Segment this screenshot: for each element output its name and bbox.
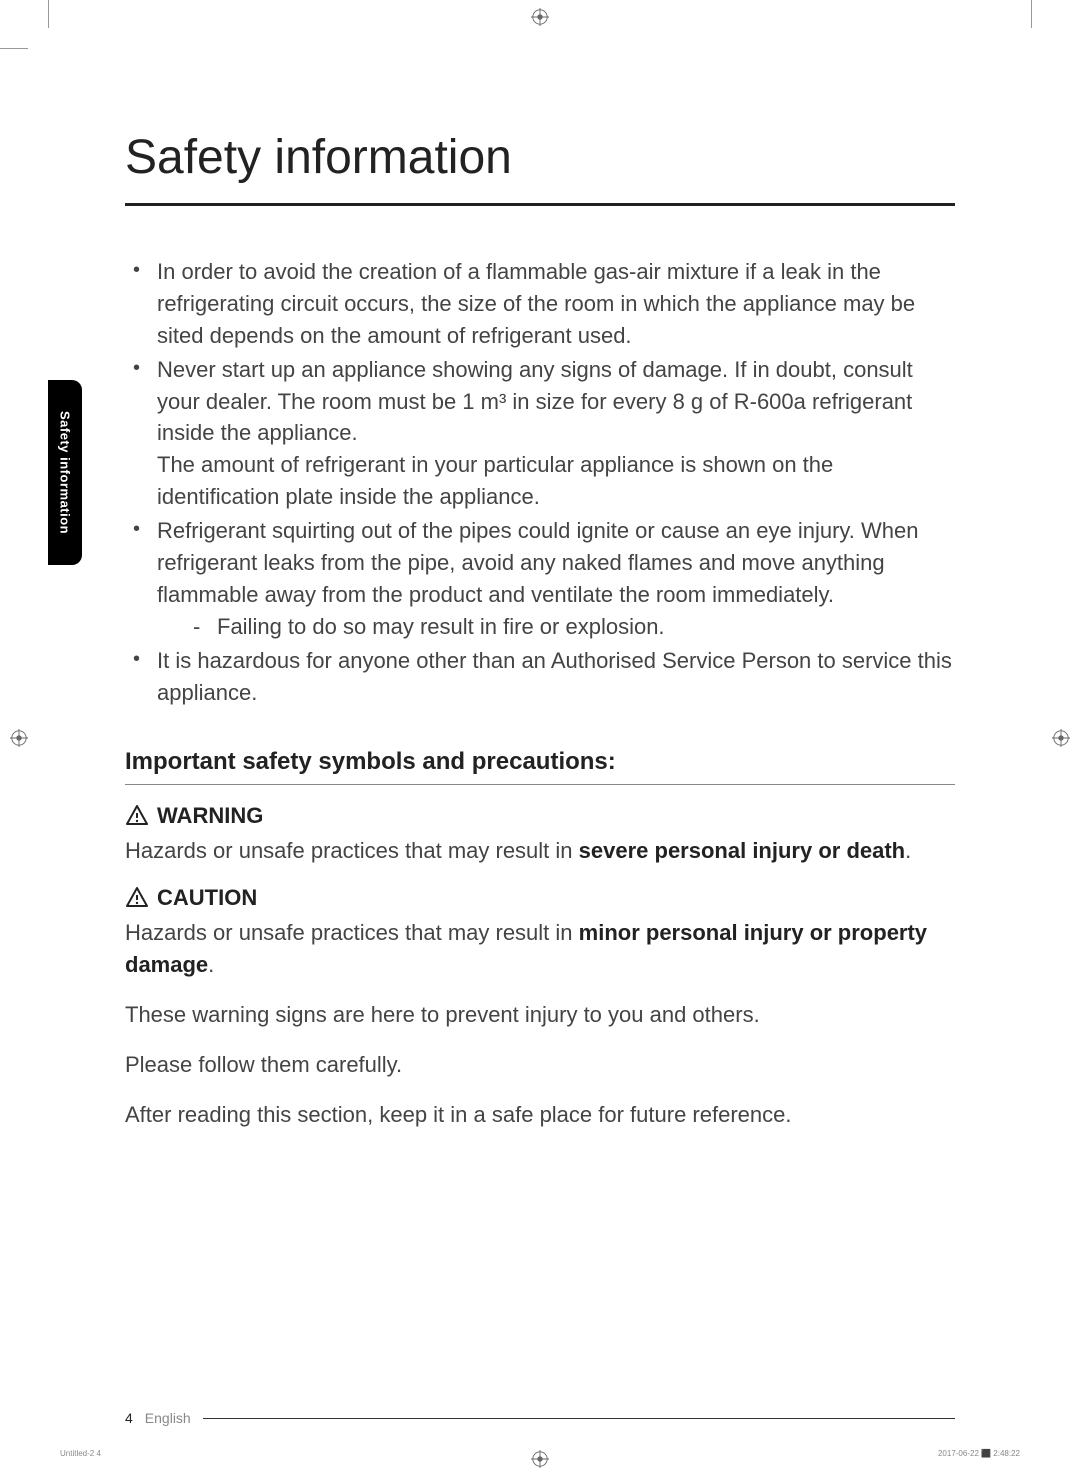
list-item-text: The amount of refrigerant in your partic… [157, 452, 833, 509]
page-number: 4 [125, 1410, 133, 1426]
list-item: Never start up an appliance showing any … [125, 354, 955, 513]
caution-label: CAUTION [157, 885, 257, 911]
caution-description: Hazards or unsafe practices that may res… [125, 917, 955, 981]
followup-text: After reading this section, keep it in a… [125, 1099, 955, 1131]
sub-list-item: Failing to do so may result in fire or e… [157, 611, 955, 643]
footer-meta-right: 2017-06-22 ⬛ 2:48:22 [938, 1449, 1020, 1458]
page-content: Safety information In order to avoid the… [125, 130, 955, 1149]
symbols-heading: Important safety symbols and precautions… [125, 748, 955, 785]
registration-mark-icon [10, 729, 28, 747]
list-item-text: Never start up an appliance showing any … [157, 357, 913, 446]
footer-meta-left: Untitled-2 4 [60, 1449, 101, 1458]
page-footer: 4 English [125, 1410, 955, 1426]
text-bold: severe personal injury or death [579, 838, 905, 863]
registration-mark-icon [1052, 729, 1070, 747]
footer-divider [203, 1418, 955, 1419]
page-title: Safety information [125, 130, 955, 206]
followup-text: These warning signs are here to prevent … [125, 999, 955, 1031]
text-part: Hazards or unsafe practices that may res… [125, 920, 579, 945]
side-tab-label: Safety information [58, 411, 73, 534]
warning-row: WARNING [125, 803, 955, 829]
list-item: It is hazardous for anyone other than an… [125, 645, 955, 709]
list-item-text: Refrigerant squirting out of the pipes c… [157, 518, 918, 607]
warning-description: Hazards or unsafe practices that may res… [125, 835, 955, 867]
warning-label: WARNING [157, 803, 263, 829]
registration-mark-icon [531, 8, 549, 26]
crop-mark [1031, 0, 1032, 28]
list-item: In order to avoid the creation of a flam… [125, 256, 955, 352]
side-tab: Safety information [48, 380, 82, 565]
registration-mark-icon [531, 1450, 549, 1468]
warning-icon [125, 804, 149, 828]
crop-mark [0, 48, 28, 49]
safety-bullet-list: In order to avoid the creation of a flam… [125, 256, 955, 708]
followup-text: Please follow them carefully. [125, 1049, 955, 1081]
caution-icon [125, 886, 149, 910]
footer-language: English [145, 1410, 191, 1426]
text-part: Hazards or unsafe practices that may res… [125, 838, 579, 863]
crop-mark [48, 0, 49, 28]
caution-row: CAUTION [125, 885, 955, 911]
list-item: Refrigerant squirting out of the pipes c… [125, 515, 955, 643]
